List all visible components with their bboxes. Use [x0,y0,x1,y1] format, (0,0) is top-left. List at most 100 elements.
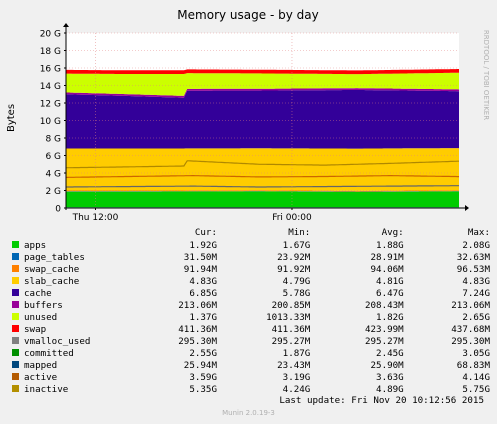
line-active [66,175,459,178]
legend-avg-value: 4.81G [376,276,404,287]
legend-swatch [12,349,19,356]
area-swap [66,69,459,75]
legend-max-value: 2.65G [462,312,490,323]
legend-min-value: 23.43M [277,360,311,371]
header-cur: Cur: [194,227,217,238]
legend-max-value: 4.14G [462,372,490,383]
legend-swatch [12,373,19,380]
legend-avg-value: 4.89G [376,384,404,395]
y-tick-label: 10 G [40,117,61,127]
y-axis-arrow [63,23,69,27]
legend-row: mapped 25.94M 23.43M 25.90M 68.83M [12,360,490,372]
area-swap_cache [66,190,459,192]
x-tick-label: Fri 00:00 [272,213,312,223]
legend-max-value: 32.63M [456,252,490,263]
area-cache [66,90,459,149]
y-tick-label: 0 [55,205,61,215]
legend-avg-value: 295.27M [364,336,404,347]
y-tick-label: 20 G [40,30,61,40]
legend-max-value: 7.24G [462,288,490,299]
chart-svg: Memory usage - by day Bytes RRDTOOL / TO… [6,8,490,223]
rrdtool-credit: RRDTOOL / TOBI OETIKER [482,30,490,120]
legend-swatch [12,325,19,332]
legend-row: cache 6.85G 5.78G 6.47G 7.24G [12,288,490,300]
header-max: Max: [467,227,490,238]
legend-swatch [12,385,19,392]
legend-cur-value: 411.36M [178,324,217,335]
legend-max-value: 3.05G [462,348,490,359]
legend-min-value: 1.67G [282,240,311,251]
legend-row: active 3.59G 3.19G 3.63G 4.14G [12,372,490,384]
legend-min-value: 295.27M [271,336,311,347]
legend-cur-value: 1.92G [189,240,217,251]
legend-max-value: 437.68M [451,324,490,335]
legend-swatch [12,289,19,296]
legend-swatch [12,301,19,308]
legend-row: slab_cache 4.83G 4.79G 4.81G 4.83G [12,276,490,288]
legend-max-value: 96.53M [456,264,490,275]
legend-cur-value: 5.35G [189,384,217,395]
legend-series-name: mapped [24,360,58,371]
legend-avg-value: 208.43M [364,300,404,311]
legend-cur-value: 3.59G [189,372,217,383]
x-tick-label: Thu 12:00 [72,213,119,223]
legend-series-name: active [24,372,58,383]
legend-min-value: 5.78G [282,288,311,299]
legend-series-name: buffers [24,300,63,311]
legend-swatch [12,313,19,320]
legend-avg-value: 6.47G [376,288,404,299]
area-page_tables [66,191,459,192]
legend-swatch [12,253,19,260]
y-tick-label: 16 G [40,65,61,75]
legend-series-name: slab_cache [24,276,80,287]
legend-min-value: 4.24G [282,384,311,395]
legend-series-name: committed [24,348,74,359]
y-tick-label: 14 G [40,82,61,92]
legend-cur-value: 1.37G [189,312,217,323]
y-tick-label: 2 G [45,187,61,197]
legend-min-value: 1013.33M [266,312,311,323]
legend-max-value: 4.83G [462,276,490,287]
legend-avg-value: 28.91M [370,252,404,263]
legend-min-value: 91.92M [277,264,311,275]
line-committed [66,185,459,188]
legend-min-value: 3.19G [282,372,311,383]
legend-cur-value: 2.55G [189,348,217,359]
generator-credit: Munin 2.0.19-3 [222,409,275,417]
legend-avg-value: 3.63G [376,372,404,383]
legend-swatch [12,265,19,272]
legend-row: swap 411.36M 411.36M 423.99M 437.68M [12,324,490,336]
legend-series-name: page_tables [24,252,85,263]
legend-swatch [12,361,19,368]
legend-row: inactive 5.35G 4.24G 4.89G 5.75G [12,384,490,396]
legend-series-name: unused [24,312,58,323]
chart-title: Memory usage - by day [177,8,318,22]
legend-cur-value: 31.50M [183,252,217,263]
y-tick-label: 8 G [45,135,61,145]
legend-swatch [12,241,19,248]
legend-cur-value: 6.85G [189,288,217,299]
legend-cur-value: 295.30M [178,336,217,347]
legend-avg-value: 423.99M [364,324,404,335]
y-tick-label: 6 G [45,152,61,162]
legend-series-name: vmalloc_used [24,336,91,347]
legend-row: swap_cache 91.94M 91.92M 94.06M 96.53M [12,264,490,276]
legend-series-name: inactive [24,384,69,395]
legend-max-value: 2.08G [462,240,490,251]
legend-row: apps 1.92G 1.67G 1.88G 2.08G [12,240,490,252]
legend-min-value: 200.85M [271,300,311,311]
legend-avg-value: 1.88G [376,240,404,251]
last-update: Last update: Fri Nov 20 10:12:56 2015 [279,395,484,406]
legend-table: Cur: Min: Avg: Max: apps 1.92G 1.67G 1.88G 2… [12,226,490,396]
area-slab_cache [66,148,459,191]
legend-cur-value: 91.94M [183,264,217,275]
legend-row: committed 2.55G 1.87G 2.45G 3.05G [12,348,490,360]
legend-cur-value: 4.83G [189,276,217,287]
line-inactive [65,160,459,169]
legend-row: buffers 213.06M 200.85M 208.43M 213.06M [12,300,490,312]
y-tick-label: 12 G [40,100,61,110]
y-tick-label: 18 G [40,47,61,57]
area-unused [66,72,459,96]
header-min: Min: [288,227,311,238]
